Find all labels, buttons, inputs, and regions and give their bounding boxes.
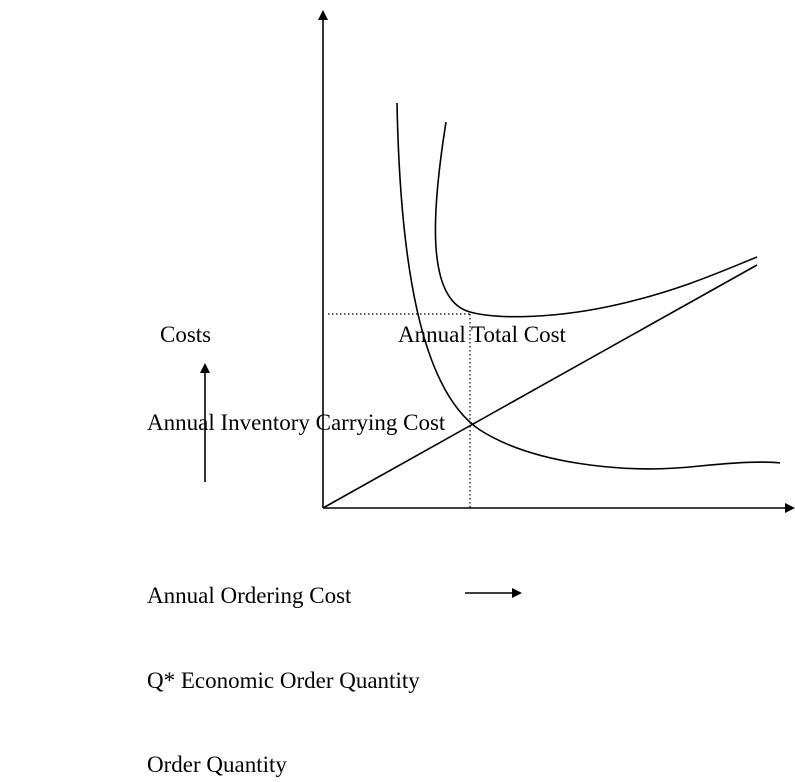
costs-label: Costs	[160, 322, 211, 347]
total-cost-label: Annual Total Cost	[398, 322, 567, 347]
order-quantity-label: Order Quantity	[147, 752, 287, 777]
eoq-label: Q* Economic Order Quantity	[147, 668, 420, 693]
carrying-cost-label: Annual Inventory Carrying Cost	[147, 410, 446, 435]
ordering-cost-label: Annual Ordering Cost	[147, 583, 352, 608]
carrying-cost-line	[322, 264, 758, 509]
ordering-cost-curve	[396, 102, 781, 470]
total-cost-curve	[434, 121, 758, 318]
